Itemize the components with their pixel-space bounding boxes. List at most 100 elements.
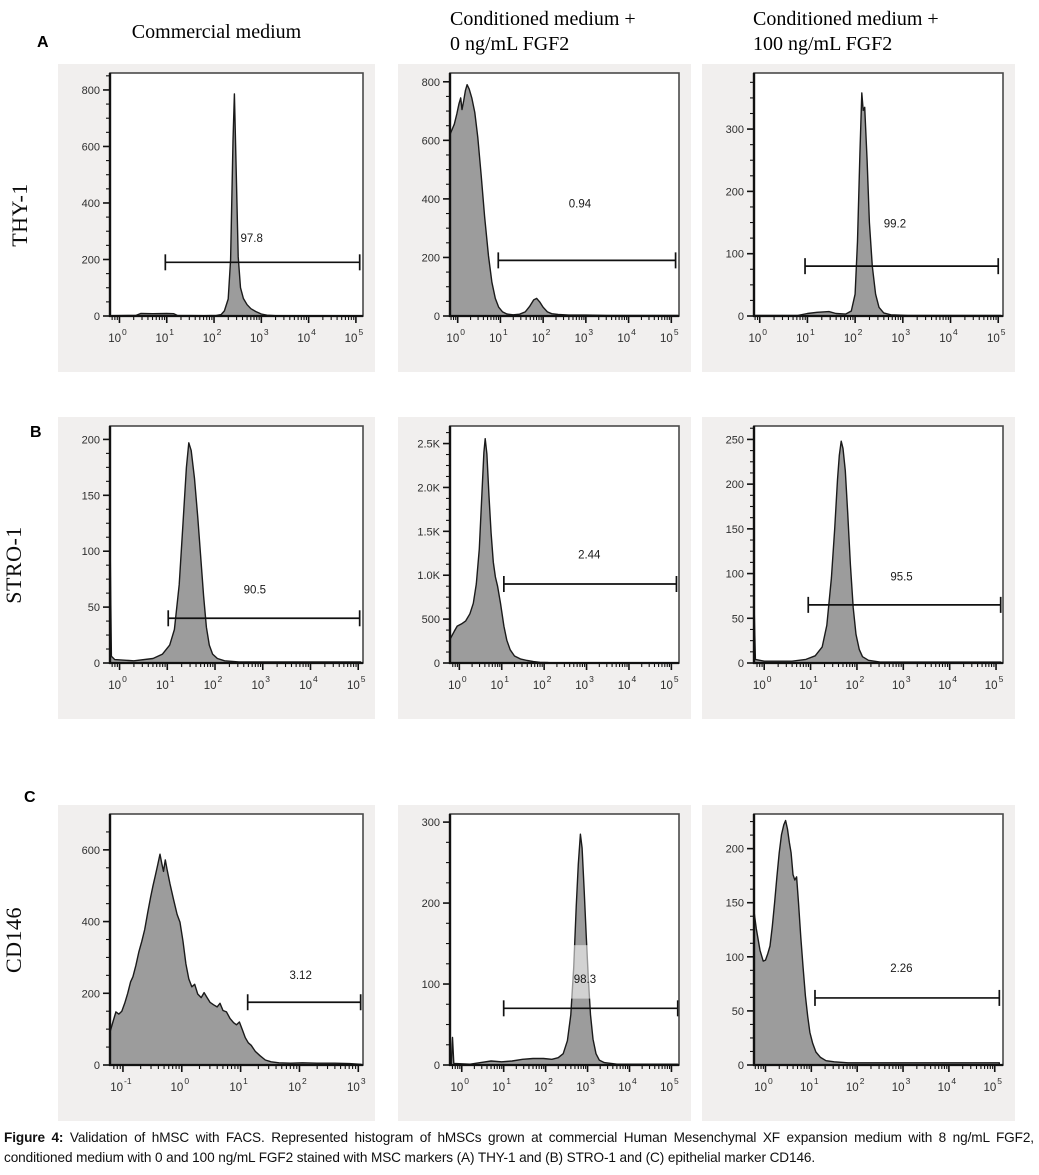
gate-percentage: 97.8: [241, 233, 263, 245]
y-tick-label: 200: [82, 434, 100, 446]
x-tick-label: 105: [345, 327, 364, 345]
gate-percentage: 98.3: [574, 974, 596, 986]
x-tick-label: 105: [660, 674, 679, 692]
gate-C-0ng: 98.3: [502, 974, 679, 1017]
y-tick-label: 300: [422, 817, 440, 829]
x-tick-label: 103: [892, 327, 911, 345]
y-tick-label: 50: [732, 613, 744, 625]
histogram-svg-A-commercial: 97.8 0 200 400 600 800 100 101 102 103 104 105: [82, 72, 364, 345]
column-header-line: 0 ng/mL FGF2: [450, 33, 570, 55]
x-tick-label: 104: [617, 327, 636, 345]
x-tick-label: 101: [800, 1076, 819, 1094]
x-tick-label: 103: [576, 1076, 595, 1094]
row-marker-thy1: THY-1: [0, 90, 43, 340]
figure-caption-text: Validation of hMSC with FACS. Represente…: [4, 1130, 1034, 1166]
row-marker-cd146: CD146: [0, 815, 37, 1065]
figure-caption-label: Figure 4:: [4, 1130, 64, 1145]
facs-panel-B-commercial: 90.5 0 50 100 150 200 100 101 102 103 104 105: [58, 417, 375, 719]
histogram-curve: [754, 819, 1000, 1065]
x-tick-label: 101: [229, 1076, 248, 1094]
y-tick-label: 500: [422, 614, 440, 626]
y-tick-label: 1.5K: [417, 526, 440, 538]
x-tick-label: 103: [892, 1076, 911, 1094]
y-tick-label: 0: [434, 311, 440, 323]
column-header-conditioned-100ng: Conditioned medium + 100 ng/mL FGF2: [753, 7, 939, 57]
y-tick-label: 400: [82, 917, 100, 929]
x-tick-label: 104: [297, 327, 316, 345]
row-letter-c: C: [24, 789, 36, 806]
figure-caption: Figure 4: Validation of hMSC with FACS. …: [4, 1128, 1034, 1168]
histogram-svg-A-100ng: 99.2 0 100 200 300 100 101 102 103 104 105: [726, 72, 1006, 345]
facs-panel-B-100ng: 95.5 0 50 100 150 200 250 100 101 102 103 104 105: [702, 417, 1015, 719]
x-tick-label: 100: [448, 674, 467, 692]
y-tick-label: 150: [726, 898, 744, 910]
y-tick-label: 0: [738, 1060, 744, 1072]
histogram-curve: [450, 84, 679, 316]
x-tick-label: 103: [575, 327, 594, 345]
histogram-svg-A-0ng: 0.94 0 200 400 600 800 100 101 102 103 104 105: [422, 72, 680, 345]
histogram-svg-C-0ng: 98.3 0 100 200 300 100 101 102 103 104 105: [422, 813, 680, 1094]
x-tick-label: 101: [492, 1076, 511, 1094]
gate-A-commercial: 97.8: [164, 233, 361, 271]
y-tick-label: 0: [434, 1060, 440, 1072]
y-tick-label: 200: [726, 186, 744, 198]
x-tick-label: 101: [155, 327, 174, 345]
gate-C-commercial: 3.12: [246, 970, 362, 1011]
gate-B-0ng: 2.44: [503, 550, 678, 592]
gate-percentage: 2.44: [578, 550, 601, 562]
x-tick-label: 102: [203, 327, 222, 345]
y-tick-label: 400: [82, 198, 100, 210]
gate-B-100ng: 95.5: [807, 572, 1002, 613]
x-tick-label: 101: [490, 674, 509, 692]
y-tick-label: 0: [94, 311, 100, 323]
x-tick-label: 104: [299, 674, 318, 692]
y-tick-label: 0: [94, 658, 100, 670]
x-tick-label: 104: [938, 674, 957, 692]
x-tick-label: 103: [892, 674, 911, 692]
x-tick-label: 104: [618, 674, 637, 692]
y-tick-label: 600: [422, 135, 440, 147]
row-marker-label: THY-1: [7, 183, 33, 247]
facs-panel-A-100ng: 99.2 0 100 200 300 100 101 102 103 104 105: [702, 64, 1015, 372]
y-tick-label: 200: [726, 479, 744, 491]
facs-panel-C-100ng: 2.26 0 50 100 150 200 100 101 102 103 104 105: [702, 805, 1015, 1121]
x-tick-label: 100: [171, 1076, 190, 1094]
y-tick-label: 2.5K: [417, 439, 440, 451]
x-tick-label: 105: [347, 674, 366, 692]
x-tick-label: 100: [108, 674, 127, 692]
column-header-conditioned-0ng: Conditioned medium + 0 ng/mL FGF2: [450, 7, 636, 57]
y-tick-label: 150: [82, 490, 100, 502]
histogram-curve: [110, 442, 362, 663]
plot-area: [754, 426, 1003, 663]
y-tick-label: 100: [422, 979, 440, 991]
x-tick-label: 104: [939, 327, 958, 345]
y-tick-label: 1.0K: [417, 570, 440, 582]
row-marker-label: STRO-1: [1, 526, 26, 604]
gate-A-100ng: 99.2: [804, 219, 1000, 275]
y-tick-label: 800: [422, 77, 440, 89]
histogram-svg-B-100ng: 95.5 0 50 100 150 200 250 100 101 102 103 104 105: [726, 425, 1004, 692]
y-tick-label: 150: [726, 524, 744, 536]
x-tick-label: 105: [985, 674, 1004, 692]
x-tick-label: 102: [846, 1076, 865, 1094]
y-tick-label: 200: [726, 844, 744, 856]
x-tick-label: 100: [446, 327, 465, 345]
y-tick-label: 250: [726, 434, 744, 446]
y-tick-label: 50: [732, 1006, 744, 1018]
y-tick-label: 300: [726, 124, 744, 136]
x-tick-label: 101: [156, 674, 175, 692]
x-tick-label: 104: [618, 1076, 637, 1094]
column-header-line: Conditioned medium +: [450, 8, 636, 30]
gate-percentage: 99.2: [884, 219, 906, 231]
y-tick-label: 50: [88, 602, 100, 614]
column-header-line: Commercial medium: [131, 21, 302, 43]
x-tick-label: 103: [347, 1076, 366, 1094]
gate-A-0ng: 0.94: [497, 199, 677, 269]
gate-C-100ng: 2.26: [814, 963, 1001, 1006]
y-tick-label: 2.0K: [417, 482, 440, 494]
column-header-line: Conditioned medium +: [753, 8, 939, 30]
y-tick-label: 100: [726, 249, 744, 261]
column-header-commercial-medium: Commercial medium: [58, 20, 375, 45]
x-tick-label: 101: [796, 327, 815, 345]
x-tick-label: 102: [534, 1076, 553, 1094]
